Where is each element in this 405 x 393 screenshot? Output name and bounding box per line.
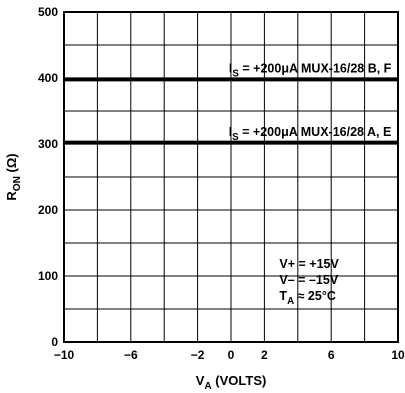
condition-line-0: V+ = +15V [279, 257, 339, 271]
y-tick-label: 0 [51, 335, 58, 349]
annotations: IS = +200μA MUX-16/28 B, F IS = +200μA MU… [229, 62, 392, 143]
x-tick-label: 2 [261, 348, 268, 362]
y-tick-label: 500 [38, 5, 58, 19]
x-tick-label: 10 [391, 348, 405, 362]
x-tick-label: 0 [228, 348, 235, 362]
conditions-box: V+ = +15V V– = –15V TA ≈ 25°C [279, 257, 339, 307]
y-tick-label: 300 [38, 137, 58, 151]
series-annotation-1: IS = +200μA MUX-16/28 A, E [229, 125, 392, 143]
plot-frame [63, 11, 399, 343]
y-axis-label: RON (Ω) [4, 153, 23, 200]
series-layer [64, 77, 398, 145]
y-tick-label: 400 [38, 71, 58, 85]
y-tick-label: 200 [38, 203, 58, 217]
series-annotation-0: IS = +200μA MUX-16/28 B, F [229, 62, 392, 80]
y-tick-label: 100 [38, 269, 58, 283]
x-tick-label: −6 [124, 348, 138, 362]
x-axis-label: VA (VOLTS) [196, 373, 267, 392]
condition-line-2: TA ≈ 25°C [279, 289, 335, 307]
x-tick-label: −10 [54, 348, 75, 362]
x-tick-label: −2 [191, 348, 205, 362]
x-tick-label: 6 [328, 348, 335, 362]
condition-line-1: V– = –15V [279, 273, 338, 287]
